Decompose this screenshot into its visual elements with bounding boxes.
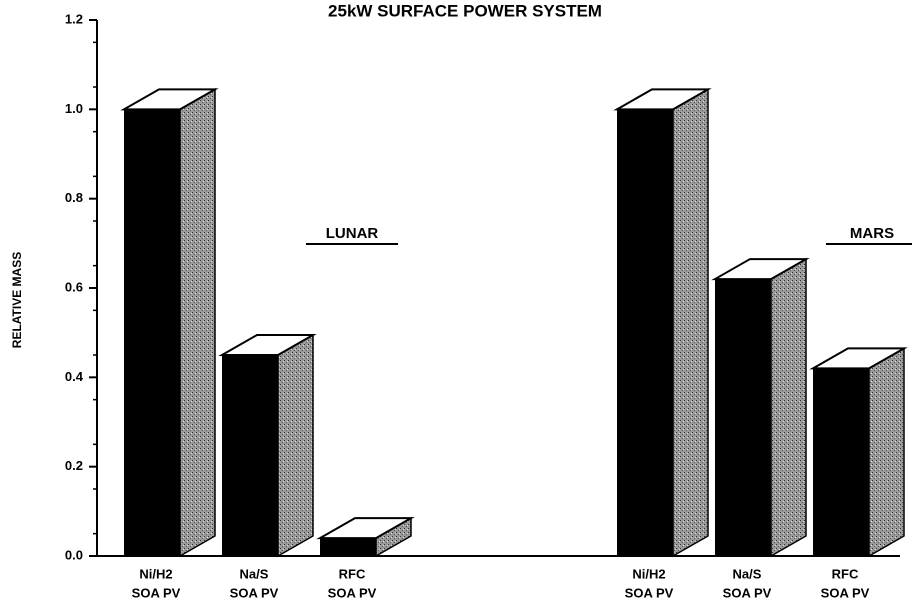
bar-side (179, 88, 216, 558)
x-tick-label: SOA PV (132, 585, 181, 600)
bar-top (711, 258, 810, 281)
y-axis-label: RELATIVE MASS (10, 252, 24, 348)
bar-side (277, 333, 314, 558)
bar-top (613, 88, 712, 111)
y-tick-label: 1.0 (65, 101, 83, 116)
x-tick-label: SOA PV (723, 585, 772, 600)
bar (617, 109, 673, 556)
y-tick-label: 1.2 (65, 11, 83, 26)
x-tick-label: RFC (832, 566, 859, 581)
bar-top (316, 517, 415, 540)
x-tick-label: RFC (339, 566, 366, 581)
bar (715, 279, 771, 556)
x-tick-label: Ni/H2 (632, 566, 665, 581)
bar-side (672, 88, 709, 558)
bar (124, 109, 180, 556)
group-label: MARS (850, 225, 894, 242)
y-tick-label: 0.2 (65, 458, 83, 473)
x-tick-label: SOA PV (328, 585, 377, 600)
x-tick-label: Na/S (733, 566, 762, 581)
x-tick-label: Na/S (240, 566, 269, 581)
y-tick-label: 0.8 (65, 190, 83, 205)
bar (320, 538, 376, 556)
bar-side (868, 347, 905, 558)
chart-title: 25kW SURFACE POWER SYSTEM (328, 1, 602, 20)
bar (222, 355, 278, 556)
y-tick-label: 0.0 (65, 547, 83, 562)
bar-top (120, 88, 219, 111)
bar (813, 368, 869, 556)
y-tick-label: 0.4 (65, 369, 84, 384)
group-label: LUNAR (326, 225, 379, 242)
x-tick-label: SOA PV (230, 585, 279, 600)
bar-side (770, 257, 807, 558)
bar-top (809, 347, 908, 370)
x-tick-label: Ni/H2 (139, 566, 172, 581)
x-tick-label: SOA PV (625, 585, 674, 600)
y-tick-label: 0.6 (65, 279, 83, 294)
x-tick-label: SOA PV (821, 585, 870, 600)
bar-top (218, 334, 317, 356)
